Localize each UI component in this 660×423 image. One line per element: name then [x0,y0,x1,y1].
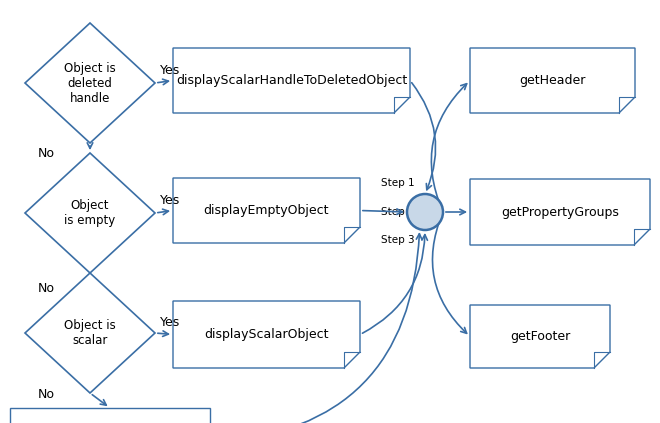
Text: getPropertyGroups: getPropertyGroups [501,206,619,219]
Text: displayScalarObject: displayScalarObject [204,328,329,341]
Text: Yes: Yes [160,63,180,77]
Text: getHeader: getHeader [519,74,585,87]
Polygon shape [470,305,610,368]
Polygon shape [25,153,155,273]
Text: Step 2: Step 2 [381,207,415,217]
Polygon shape [173,48,410,113]
Text: Yes: Yes [160,193,180,206]
Text: getFooter: getFooter [510,330,570,343]
Bar [10,408,210,423]
Polygon shape [470,48,635,113]
Text: Object is
deleted
handle: Object is deleted handle [64,61,116,104]
Text: Step 3: Step 3 [381,235,415,245]
Circle shape [407,194,443,230]
Polygon shape [25,23,155,143]
Text: displayEmptyObject: displayEmptyObject [204,204,329,217]
Text: displayScalarHandleToDeletedObject: displayScalarHandleToDeletedObject [176,74,407,87]
Polygon shape [25,273,155,393]
Text: Object is
scalar: Object is scalar [64,319,116,347]
Polygon shape [173,301,360,368]
Text: No: No [38,281,55,294]
Polygon shape [173,178,360,243]
Text: Step 1: Step 1 [381,178,415,188]
Text: No: No [38,146,55,159]
Text: Object
is empty: Object is empty [65,199,116,227]
Polygon shape [470,179,650,245]
Text: No: No [38,388,55,401]
Text: Yes: Yes [160,316,180,330]
